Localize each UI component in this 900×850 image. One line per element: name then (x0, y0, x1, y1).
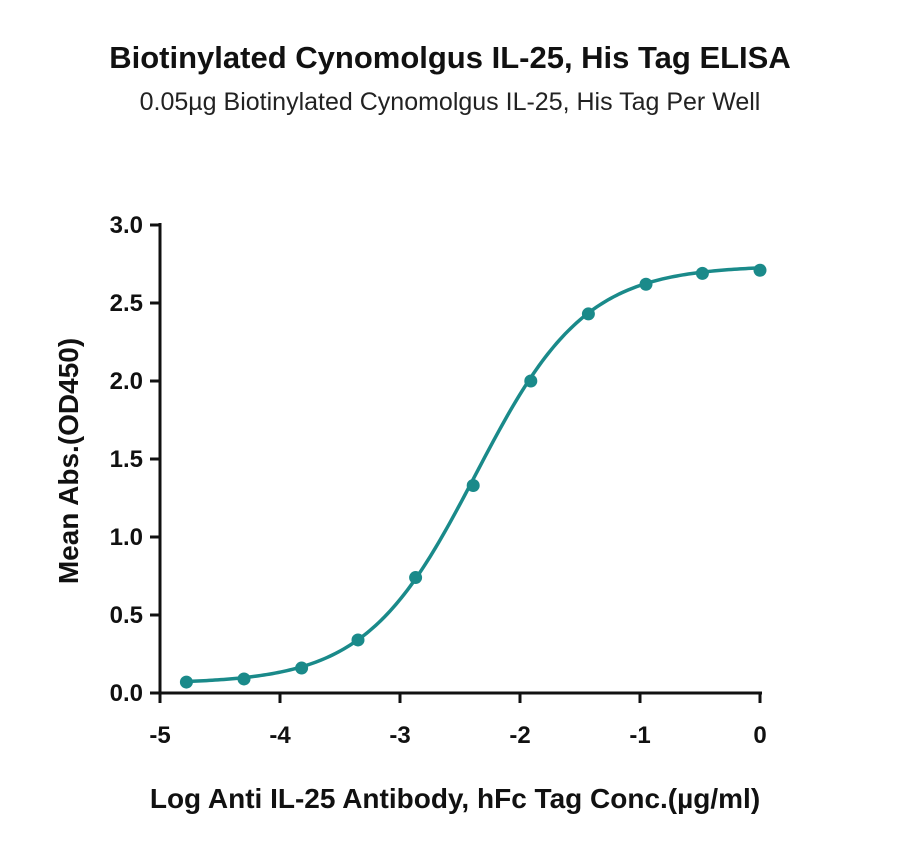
data-point (695, 266, 709, 280)
x-axis-title: Log Anti IL-25 Antibody, hFc Tag Conc.(µ… (150, 783, 760, 814)
y-tick-label: 1.0 (110, 524, 143, 551)
y-tick-label: 2.0 (110, 368, 143, 395)
x-tick-label: -1 (629, 722, 650, 749)
data-point (466, 479, 480, 493)
data-point (524, 374, 538, 388)
data-point (237, 672, 251, 686)
chart-subtitle: 0.05µg Biotinylated Cynomolgus IL-25, Hi… (139, 88, 761, 116)
y-tick-label: 0.5 (110, 602, 143, 629)
data-points (179, 263, 767, 689)
data-point (179, 675, 193, 689)
fit-curve-group (186, 266, 761, 684)
x-tick-label: -2 (509, 722, 530, 749)
chart-title: Biotinylated Cynomolgus IL-25, His Tag E… (109, 40, 791, 75)
data-point (295, 661, 309, 675)
y-tick-label: 2.5 (110, 290, 143, 317)
fit-curve-line (186, 266, 761, 684)
data-point (581, 307, 595, 321)
y-tick-label: 3.0 (110, 212, 143, 239)
data-point (639, 277, 653, 291)
axes: -5 -4 -3 -2 -1 0 0.0 0.5 1.0 1.5 2.0 2.5 3.0 (110, 212, 767, 749)
y-tick-label: 1.5 (110, 446, 143, 473)
x-tick-label: -4 (269, 722, 291, 749)
data-point (753, 263, 767, 277)
data-point (351, 633, 365, 647)
x-tick-label: -3 (389, 722, 410, 749)
y-axis-title: Mean Abs.(OD450) (53, 338, 84, 584)
x-tick-label: -5 (149, 722, 170, 749)
y-tick-label: 0.0 (110, 680, 143, 707)
data-point (409, 571, 423, 585)
x-tick-label: 0 (753, 722, 766, 749)
